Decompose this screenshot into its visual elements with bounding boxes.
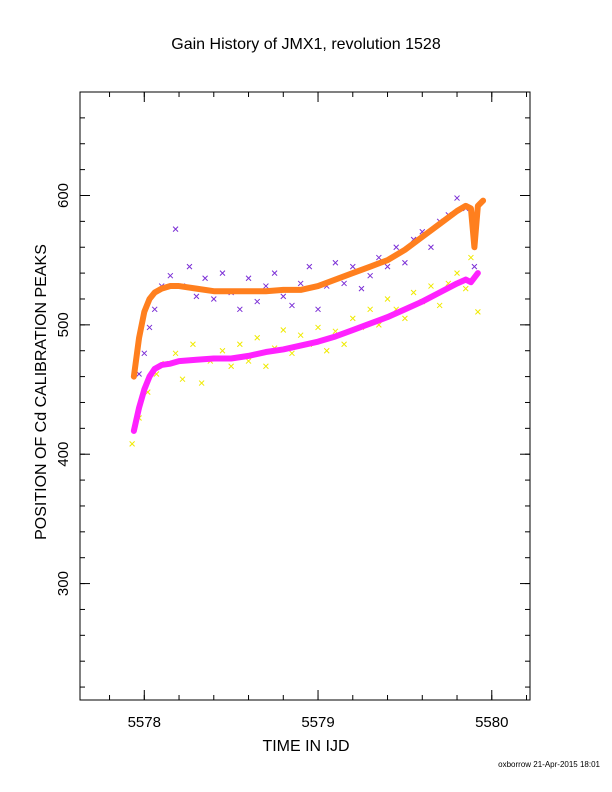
y-tick-label: 500: [55, 312, 72, 337]
data-point: [349, 263, 356, 270]
data-point: [306, 263, 313, 270]
data-point: [289, 302, 295, 309]
data-point: [315, 324, 321, 331]
plot-frame: [79, 91, 531, 701]
footer-stamp: oxborrow 21-Apr-2015 18:01: [498, 760, 600, 769]
data-point: [367, 272, 374, 279]
data-point: [402, 259, 408, 266]
y-axis-label: POSITION OF Cd CALIBRATION PEAKS: [33, 244, 50, 540]
data-point: [323, 347, 330, 354]
y-tick-label: 600: [55, 183, 72, 208]
data-point: [245, 275, 252, 282]
data-point: [193, 293, 200, 300]
data-point: [402, 315, 408, 322]
data-point: [280, 293, 287, 300]
data-point: [151, 306, 158, 313]
data-point: [468, 254, 474, 261]
y-tick-label: 400: [55, 442, 72, 467]
series-line: [130, 270, 481, 434]
data-point: [454, 195, 460, 201]
data-point: [186, 263, 193, 270]
data-point: [198, 380, 205, 386]
data-point: [462, 285, 469, 292]
data-point: [141, 350, 148, 357]
data-point: [236, 306, 243, 313]
chart-title: Gain History of JMX1, revolution 1528: [171, 36, 441, 53]
data-point: [358, 285, 365, 292]
data-point: [263, 363, 269, 370]
data-point: [254, 298, 261, 305]
data-point: [179, 376, 186, 383]
y-tick-label: 300: [55, 571, 72, 596]
data-point: [297, 280, 304, 287]
x-tick-label: 5580: [475, 714, 508, 731]
data-point: [436, 302, 443, 309]
data-point: [167, 272, 174, 279]
data-point: [245, 358, 252, 364]
data-point: [471, 263, 478, 270]
data-point: [384, 263, 391, 270]
data-point: [332, 259, 339, 266]
data-point: [289, 350, 295, 357]
data-point: [146, 324, 153, 331]
data-point: [315, 306, 321, 313]
data-point: [454, 270, 460, 276]
data-point: [219, 270, 226, 276]
data-point: [375, 254, 382, 261]
data-point: [367, 306, 374, 313]
data-point: [254, 334, 261, 341]
data-point: [190, 341, 196, 348]
data-point: [219, 347, 226, 354]
data-point: [280, 327, 287, 333]
x-tick-label: 5578: [128, 714, 161, 731]
data-point: [297, 332, 304, 339]
data-point: [349, 315, 356, 322]
data-point: [475, 309, 481, 315]
data-point: [410, 289, 417, 296]
data-point: [210, 296, 217, 302]
x-axis-label: TIME IN IJD: [262, 738, 350, 755]
data-point: [428, 283, 434, 289]
data-point: [172, 350, 179, 357]
data-point: [202, 275, 208, 282]
data-point: [341, 280, 347, 287]
data-point: [393, 244, 400, 251]
data-point: [172, 226, 179, 232]
data-point: [129, 441, 135, 447]
data-point: [384, 296, 391, 302]
data-point: [236, 341, 243, 348]
data-point: [271, 270, 278, 276]
data-point: [228, 363, 235, 370]
data-point: [263, 283, 269, 289]
data-point: [428, 244, 434, 251]
data-point: [341, 341, 347, 348]
x-tick-label: 5579: [301, 714, 334, 731]
series-line: [130, 197, 487, 380]
